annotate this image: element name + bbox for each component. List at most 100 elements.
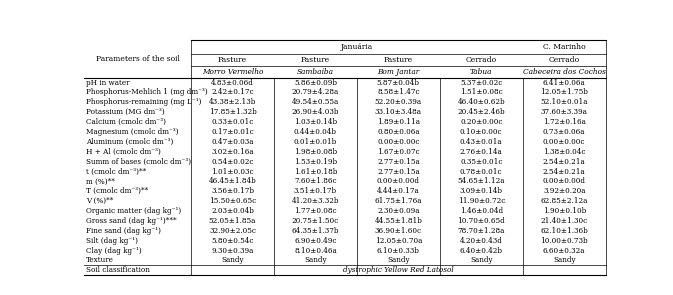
Text: 2.54±0.21a: 2.54±0.21a [543, 158, 586, 165]
Text: Pasture: Pasture [218, 56, 247, 64]
Text: 52.05±1.85a: 52.05±1.85a [209, 217, 256, 225]
Text: 2.77±0.15a: 2.77±0.15a [377, 168, 420, 176]
Text: 41.20±3.32b: 41.20±3.32b [291, 197, 339, 205]
Text: Phosphorus-remaining (mg L⁻¹): Phosphorus-remaining (mg L⁻¹) [85, 98, 201, 106]
Text: 1.46±0.04d: 1.46±0.04d [460, 207, 503, 215]
Text: 12.05±0.70a: 12.05±0.70a [375, 237, 422, 245]
Text: Gross sand (dag kg⁻¹)***: Gross sand (dag kg⁻¹)*** [85, 217, 176, 225]
Text: 2.03±0.04b: 2.03±0.04b [211, 207, 254, 215]
Text: 11.90±0.72c: 11.90±0.72c [458, 197, 505, 205]
Text: 4.44±0.17a: 4.44±0.17a [377, 187, 420, 195]
Text: Sandy: Sandy [304, 256, 327, 264]
Text: T (cmolᴄ dm⁻³)**: T (cmolᴄ dm⁻³)** [85, 187, 148, 195]
Text: 52.20±0.39a: 52.20±0.39a [375, 98, 422, 106]
Text: 0.47±0.03a: 0.47±0.03a [211, 138, 254, 146]
Text: Texture: Texture [85, 256, 114, 264]
Text: Cerrado: Cerrado [548, 56, 580, 64]
Text: 21.40±1.30c: 21.40±1.30c [540, 217, 588, 225]
Text: 32.90±2.05c: 32.90±2.05c [209, 227, 256, 235]
Text: t (cmolᴄ dm⁻³)**: t (cmolᴄ dm⁻³)** [85, 168, 146, 176]
Text: 2.30±0.09a: 2.30±0.09a [377, 207, 420, 215]
Text: 0.44±0.04b: 0.44±0.04b [294, 128, 337, 136]
Text: 7.60±1.86c: 7.60±1.86c [294, 177, 336, 185]
Text: 37.60±3.39a: 37.60±3.39a [541, 108, 588, 116]
Text: Sandy: Sandy [553, 256, 575, 264]
Text: 2.54±0.21a: 2.54±0.21a [543, 168, 586, 176]
Text: 0.33±0.01c: 0.33±0.01c [211, 118, 254, 126]
Text: 54.65±1.12a: 54.65±1.12a [458, 177, 505, 185]
Text: 62.85±2.12a: 62.85±2.12a [540, 197, 588, 205]
Text: 8.58±1.47c: 8.58±1.47c [377, 88, 420, 96]
Text: 2.42±0.17c: 2.42±0.17c [211, 88, 254, 96]
Text: Fine sand (dag kg⁻¹): Fine sand (dag kg⁻¹) [85, 227, 161, 235]
Text: 0.43±0.01a: 0.43±0.01a [460, 138, 503, 146]
Text: 4.83±0.06d: 4.83±0.06d [211, 78, 254, 87]
Text: m (%)**: m (%)** [85, 177, 114, 185]
Text: Organic matter (dag kg⁻¹): Organic matter (dag kg⁻¹) [85, 207, 181, 215]
Text: 6.40±0.42b: 6.40±0.42b [460, 247, 503, 255]
Text: dystrophic Yellow Red Latosol: dystrophic Yellow Red Latosol [343, 266, 454, 274]
Text: 5.86±0.09b: 5.86±0.09b [294, 78, 337, 87]
Text: 3.51±0.17b: 3.51±0.17b [294, 187, 337, 195]
Text: 1.61±0.18b: 1.61±0.18b [293, 168, 337, 176]
Text: Morro Vermelho: Morro Vermelho [202, 68, 263, 76]
Text: 1.98±0.08b: 1.98±0.08b [294, 148, 337, 156]
Text: 20.45±2.46b: 20.45±2.46b [458, 108, 505, 116]
Text: Bom Jantar: Bom Jantar [378, 68, 419, 76]
Text: Aluminum (cmolᴄ dm⁻³): Aluminum (cmolᴄ dm⁻³) [85, 138, 173, 146]
Text: 1.38±0.04c: 1.38±0.04c [543, 148, 586, 156]
Text: 9.30±0.39a: 9.30±0.39a [211, 247, 254, 255]
Text: 46.45±1.84b: 46.45±1.84b [209, 177, 256, 185]
Text: 0.73±0.06a: 0.73±0.06a [543, 128, 586, 136]
Text: 4.20±0.43d: 4.20±0.43d [460, 237, 503, 245]
Text: Sandy: Sandy [470, 256, 493, 264]
Text: 12.05±1.75b: 12.05±1.75b [540, 88, 588, 96]
Text: 2.77±0.15a: 2.77±0.15a [377, 158, 420, 165]
Text: 64.35±1.37b: 64.35±1.37b [291, 227, 339, 235]
Text: Sandy: Sandy [387, 256, 410, 264]
Text: 26.90±4.03b: 26.90±4.03b [291, 108, 339, 116]
Text: Parameters of the soil: Parameters of the soil [96, 55, 180, 63]
Text: Clay (dag kg⁻¹): Clay (dag kg⁻¹) [85, 247, 141, 255]
Text: 0.20±0.00c: 0.20±0.00c [460, 118, 503, 126]
Text: 1.72±0.16a: 1.72±0.16a [543, 118, 586, 126]
Text: 1.67±0.07c: 1.67±0.07c [377, 148, 420, 156]
Text: 15.50±0.65c: 15.50±0.65c [209, 197, 256, 205]
Text: Cabeceira dos Cochos: Cabeceira dos Cochos [523, 68, 606, 76]
Text: 1.01±0.03c: 1.01±0.03c [211, 168, 254, 176]
Text: 0.01±0.01b: 0.01±0.01b [294, 138, 337, 146]
Text: Soil classification: Soil classification [85, 266, 149, 274]
Text: 20.79±4.28a: 20.79±4.28a [292, 88, 339, 96]
Text: 49.54±0.55a: 49.54±0.55a [292, 98, 339, 106]
Text: 1.51±0.08c: 1.51±0.08c [460, 88, 503, 96]
Text: 0.00±0.00d: 0.00±0.00d [542, 177, 586, 185]
Text: pH in water: pH in water [85, 78, 129, 87]
Text: 3.09±0.14b: 3.09±0.14b [460, 187, 503, 195]
Text: 5.37±0.02c: 5.37±0.02c [460, 78, 503, 87]
Text: 8.10±0.46a: 8.10±0.46a [294, 247, 336, 255]
Text: 17.85±1.32b: 17.85±1.32b [209, 108, 256, 116]
Text: V (%)**: V (%)** [85, 197, 113, 205]
Text: Summ of bases (cmolᴄ dm⁻³): Summ of bases (cmolᴄ dm⁻³) [85, 158, 191, 165]
Text: 0.54±0.02c: 0.54±0.02c [211, 158, 254, 165]
Text: Cerrado: Cerrado [466, 56, 497, 64]
Text: H + Al (cmolᴄ dm⁻³): H + Al (cmolᴄ dm⁻³) [85, 148, 161, 156]
Text: 46.40±0.62b: 46.40±0.62b [458, 98, 505, 106]
Text: 5.87±0.04b: 5.87±0.04b [377, 78, 420, 87]
Text: 0.17±0.01c: 0.17±0.01c [211, 128, 254, 136]
Text: 0.78±0.01c: 0.78±0.01c [460, 168, 503, 176]
Text: Januária: Januária [341, 43, 373, 51]
Text: 6.90±0.49c: 6.90±0.49c [294, 237, 336, 245]
Text: Phosphorus-Mehlich 1 (mg dm⁻³): Phosphorus-Mehlich 1 (mg dm⁻³) [85, 88, 207, 96]
Text: 6.41±0.06a: 6.41±0.06a [543, 78, 586, 87]
Text: 33.10±3.48a: 33.10±3.48a [375, 108, 422, 116]
Text: 44.55±1.81b: 44.55±1.81b [374, 217, 423, 225]
Text: 5.80±0.54c: 5.80±0.54c [211, 237, 254, 245]
Text: 0.00±0.00d: 0.00±0.00d [377, 177, 420, 185]
Text: Silt (dag kg⁻¹): Silt (dag kg⁻¹) [85, 237, 138, 245]
Text: 78.70±1.28a: 78.70±1.28a [458, 227, 505, 235]
Text: 20.75±1.50c: 20.75±1.50c [292, 217, 339, 225]
Text: Pasture: Pasture [301, 56, 330, 64]
Text: 3.02±0.16a: 3.02±0.16a [211, 148, 254, 156]
Text: 10.00±0.73b: 10.00±0.73b [540, 237, 588, 245]
